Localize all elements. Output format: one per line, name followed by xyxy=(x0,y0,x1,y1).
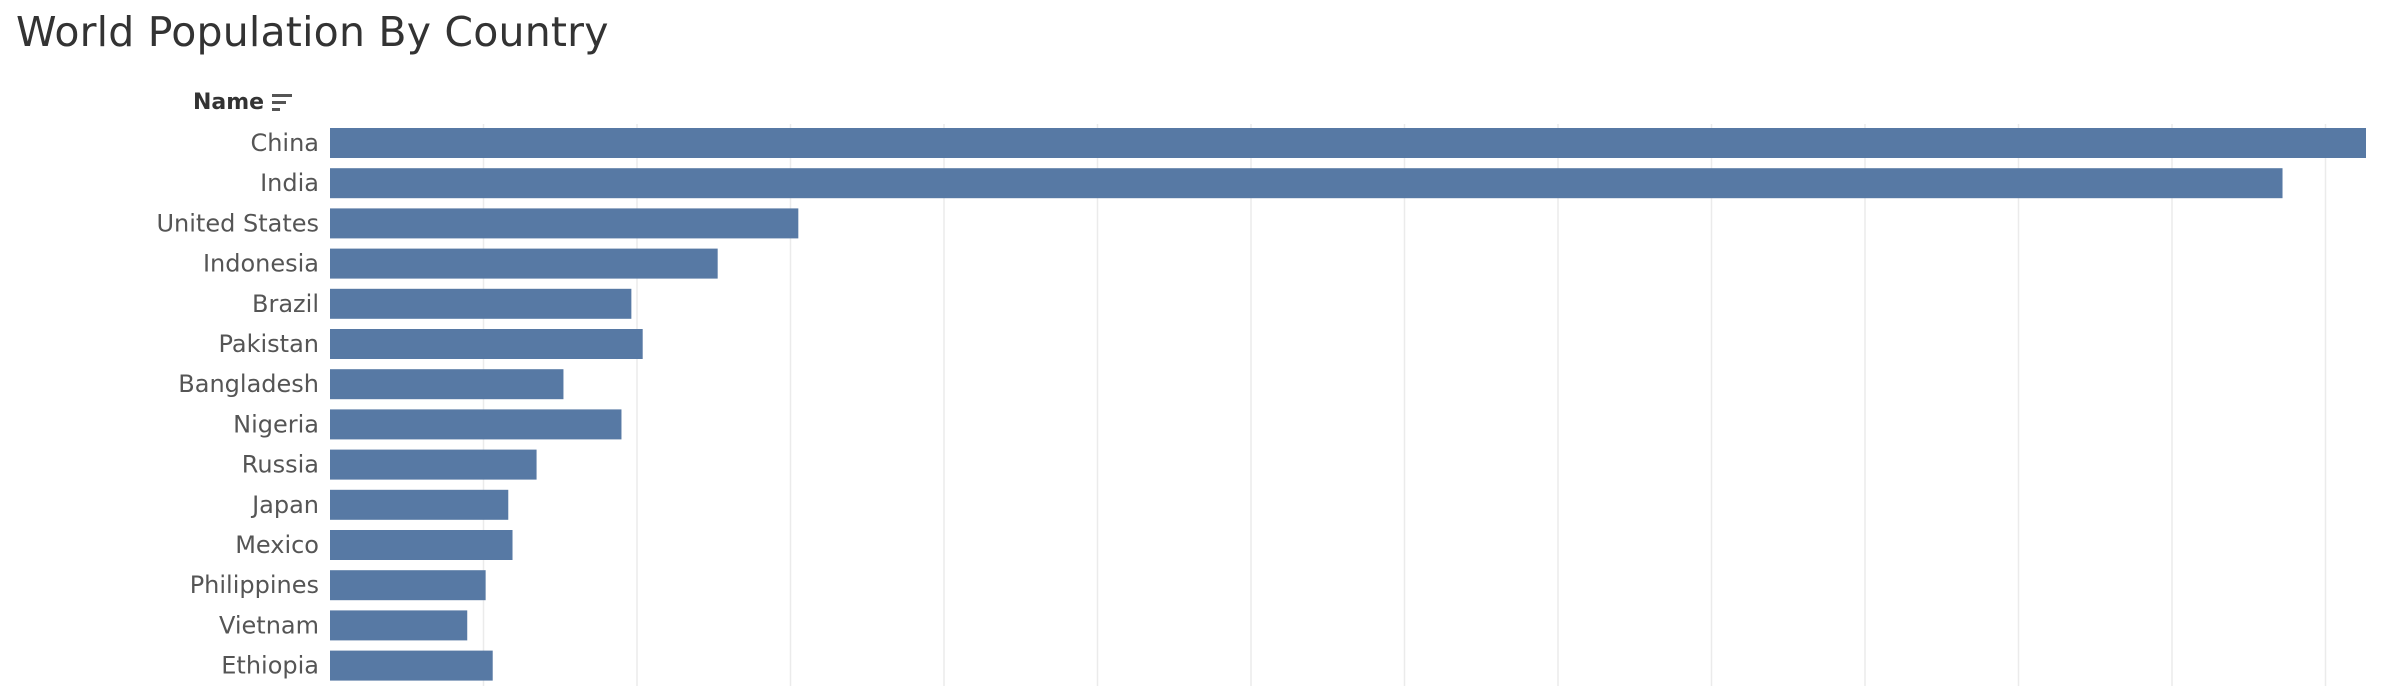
category-label: United States xyxy=(156,209,319,237)
category-label: Vietnam xyxy=(219,611,319,639)
bar-mexico[interactable] xyxy=(330,530,513,560)
bar-philippines[interactable] xyxy=(330,570,486,601)
category-labels: China India United States Indonesia Brazil Pa… xyxy=(156,129,319,680)
bar-japan[interactable] xyxy=(330,489,509,520)
sort-descending-icon[interactable] xyxy=(272,93,294,113)
bar-pakistan[interactable] xyxy=(330,329,643,359)
category-label: Mexico xyxy=(235,531,319,559)
bar-brazil[interactable] xyxy=(330,288,632,319)
category-label: Ethiopia xyxy=(221,652,319,680)
bar-bangladesh[interactable] xyxy=(330,369,564,400)
category-label: India xyxy=(260,169,319,197)
category-label: China xyxy=(250,129,319,157)
column-header[interactable]: Name xyxy=(193,90,294,115)
category-label: Pakistan xyxy=(219,330,320,358)
bar-indonesia[interactable] xyxy=(330,248,718,279)
category-label: Bangladesh xyxy=(178,370,319,398)
bar-china[interactable] xyxy=(330,128,2366,158)
category-label: Indonesia xyxy=(203,250,319,278)
chart-title: World Population By Country xyxy=(16,8,609,56)
column-header-label: Name xyxy=(193,90,265,115)
bar-ethiopia[interactable] xyxy=(330,650,493,681)
grid-lines xyxy=(482,124,2327,686)
category-label: Philippines xyxy=(190,571,319,599)
bar-india[interactable] xyxy=(330,168,2283,199)
bar-russia[interactable] xyxy=(330,449,537,480)
category-label: Russia xyxy=(242,451,319,479)
bar-united-states[interactable] xyxy=(330,208,799,239)
category-label: Nigeria xyxy=(233,410,319,438)
bar-vietnam[interactable] xyxy=(330,610,468,641)
bars xyxy=(330,128,2366,681)
category-label: Japan xyxy=(250,491,319,519)
bar-nigeria[interactable] xyxy=(330,409,622,440)
category-label: Brazil xyxy=(252,290,319,318)
